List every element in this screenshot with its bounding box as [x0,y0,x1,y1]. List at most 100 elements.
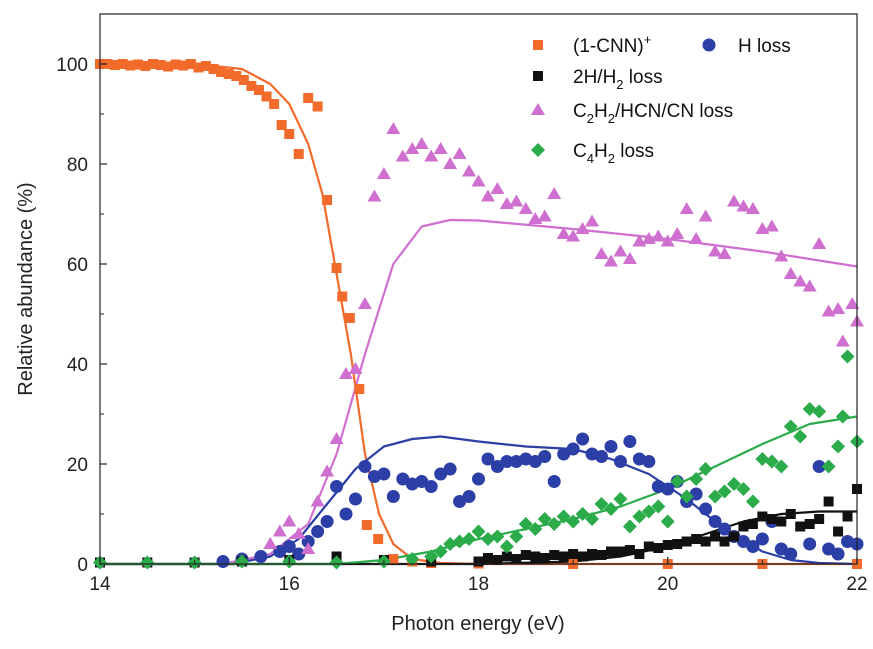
point-c2h2_loss [774,249,789,262]
point-c2h2_loss [670,227,685,239]
point-c2h2_loss [566,229,581,242]
point-h_loss [358,460,372,473]
axis-ticks: 14 16 18 20 22 0 20 40 60 80 100 [56,55,867,595]
point-parent [208,64,219,74]
point-c4h2_loss [585,512,600,526]
point-c4h2_loss [471,524,486,539]
point-c4h2_loss [783,419,798,434]
point-c4h2_loss [329,555,344,570]
point-h_loss [755,532,769,546]
legend-marker-h2-loss [533,71,543,81]
point-h_loss [330,480,344,493]
point-parent [312,101,323,112]
point-c2h2_loss [603,254,618,267]
point-h2_loss [776,516,787,527]
point-h2_loss [728,531,739,542]
x-tick-label-1: 16 [279,574,300,595]
point-c2h2_loss [783,267,798,279]
point-c2h2_loss [291,527,306,539]
point-c2h2_loss [537,209,552,222]
point-parent [223,69,234,79]
point-h_loss [595,450,609,463]
point-c2h2_loss [405,142,420,154]
point-parent [231,71,242,81]
point-c2h2_loss [802,279,817,292]
point-h_loss [386,490,400,503]
point-c2h2_loss [339,367,354,379]
point-h2_loss [549,550,560,560]
point-c4h2_loss [689,472,704,486]
point-h_loss [320,515,334,528]
point-parent [147,59,158,69]
x-tick-label-4: 22 [846,574,867,595]
point-c4h2_loss [537,512,552,526]
legend-marker-c2h2-loss [531,103,545,115]
point-h_loss [613,455,627,468]
x-tick-label-2: 18 [468,574,489,595]
x-axis-title: Photon energy (eV) [391,613,564,635]
x-tick-label-3: 20 [657,574,678,595]
point-c4h2_loss [835,409,850,424]
x-tick-label-0: 14 [89,574,111,595]
point-h_loss [623,435,637,448]
point-c4h2_loss [651,499,666,514]
legend-label-h2-loss: 2H/H2 loss [573,67,663,92]
y-tick-label-3: 60 [67,255,88,276]
point-c2h2_loss [263,537,278,549]
y-tick-label-4: 80 [67,155,88,176]
legend-label-parent: (1-CNN)+ [573,32,651,57]
point-c2h2_loss [480,189,495,202]
point-c2h2_loss [471,174,486,187]
point-c4h2_loss [594,497,609,511]
point-h2_loss [520,550,531,560]
point-parent [185,59,196,69]
point-h_loss [784,547,798,561]
point-c2h2_loss [585,214,600,227]
point-h2_loss [662,540,673,550]
point-c4h2_loss [632,509,647,524]
point-h2_loss [615,546,626,557]
point-c2h2_loss [386,122,401,134]
point-h2_loss [624,545,635,555]
point-h_loss [746,540,760,553]
y-tick-label-1: 20 [67,455,88,476]
point-c2h2_loss [651,229,666,242]
point-c4h2_loss [509,529,524,544]
point-h2_loss [530,551,541,562]
point-h2_loss [672,539,683,549]
point-h2_loss [605,546,616,557]
point-parent [354,384,365,394]
point-c2h2_loss [490,182,505,194]
point-h_loss [443,462,457,476]
point-h_loss [481,452,495,466]
point-h2_loss [738,521,749,532]
point-h2_loss [710,531,721,542]
point-parent [155,60,166,70]
point-c2h2_loss [764,219,779,232]
point-c2h2_loss [452,147,467,159]
point-h2_loss [833,526,844,537]
point-c4h2_loss [490,529,505,544]
point-parent [132,59,143,70]
point-c2h2_loss [424,149,439,162]
y-tick-label-0: 0 [77,555,88,576]
point-h_loss [547,475,561,488]
point-parent [102,59,113,69]
point-c4h2_loss [698,462,713,476]
point-parent [110,60,121,70]
point-h2_loss [700,536,711,547]
legend-label-c4h2-loss: C4H2 loss [573,141,654,166]
point-parent [337,291,348,302]
point-parent [200,61,211,71]
point-c4h2_loss [462,532,477,546]
point-c2h2_loss [831,302,846,314]
point-parent [269,99,280,109]
point-h2_loss [681,536,692,547]
point-h2_loss [814,514,825,524]
point-c2h2_loss [717,247,732,259]
legend: (1-CNN)+ H loss 2H/H2 loss C2H2/HCN/CN l… [531,32,791,166]
point-c4h2_loss [774,459,789,474]
point-c4h2_loss [433,544,448,559]
point-c2h2_loss [547,187,562,199]
